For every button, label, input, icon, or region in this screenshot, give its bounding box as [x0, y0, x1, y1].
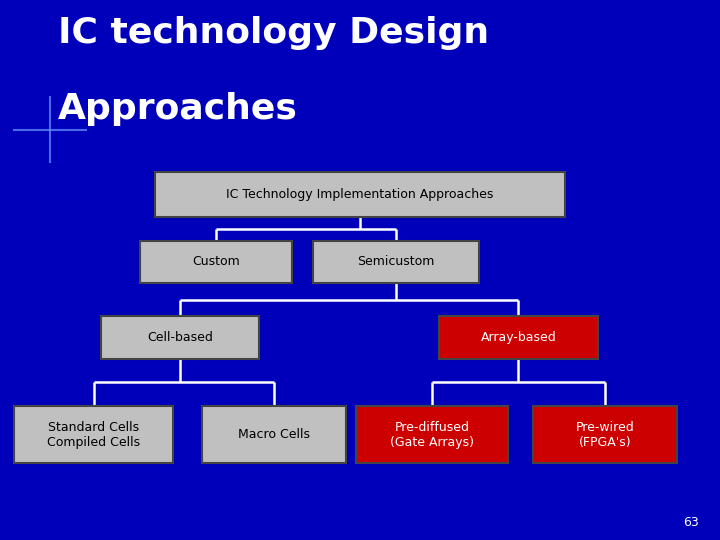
FancyBboxPatch shape	[140, 241, 292, 283]
Text: Cell-based: Cell-based	[147, 331, 213, 344]
FancyBboxPatch shape	[14, 406, 173, 463]
FancyBboxPatch shape	[101, 316, 259, 359]
FancyBboxPatch shape	[356, 406, 508, 463]
Text: Semicustom: Semicustom	[357, 255, 435, 268]
Text: IC technology Design: IC technology Design	[58, 16, 489, 50]
Text: Array-based: Array-based	[480, 331, 557, 344]
FancyBboxPatch shape	[313, 241, 479, 283]
Text: IC Technology Implementation Approaches: IC Technology Implementation Approaches	[226, 188, 494, 201]
FancyBboxPatch shape	[202, 406, 346, 463]
Text: Approaches: Approaches	[58, 92, 297, 126]
FancyBboxPatch shape	[533, 406, 677, 463]
Text: 63: 63	[683, 516, 698, 529]
Text: Macro Cells: Macro Cells	[238, 428, 310, 441]
FancyBboxPatch shape	[155, 172, 565, 217]
Text: Pre-diffused
(Gate Arrays): Pre-diffused (Gate Arrays)	[390, 421, 474, 449]
Text: Standard Cells
Compiled Cells: Standard Cells Compiled Cells	[47, 421, 140, 449]
Text: Custom: Custom	[192, 255, 240, 268]
Text: Pre-wired
(FPGA's): Pre-wired (FPGA's)	[575, 421, 634, 449]
FancyBboxPatch shape	[439, 316, 598, 359]
